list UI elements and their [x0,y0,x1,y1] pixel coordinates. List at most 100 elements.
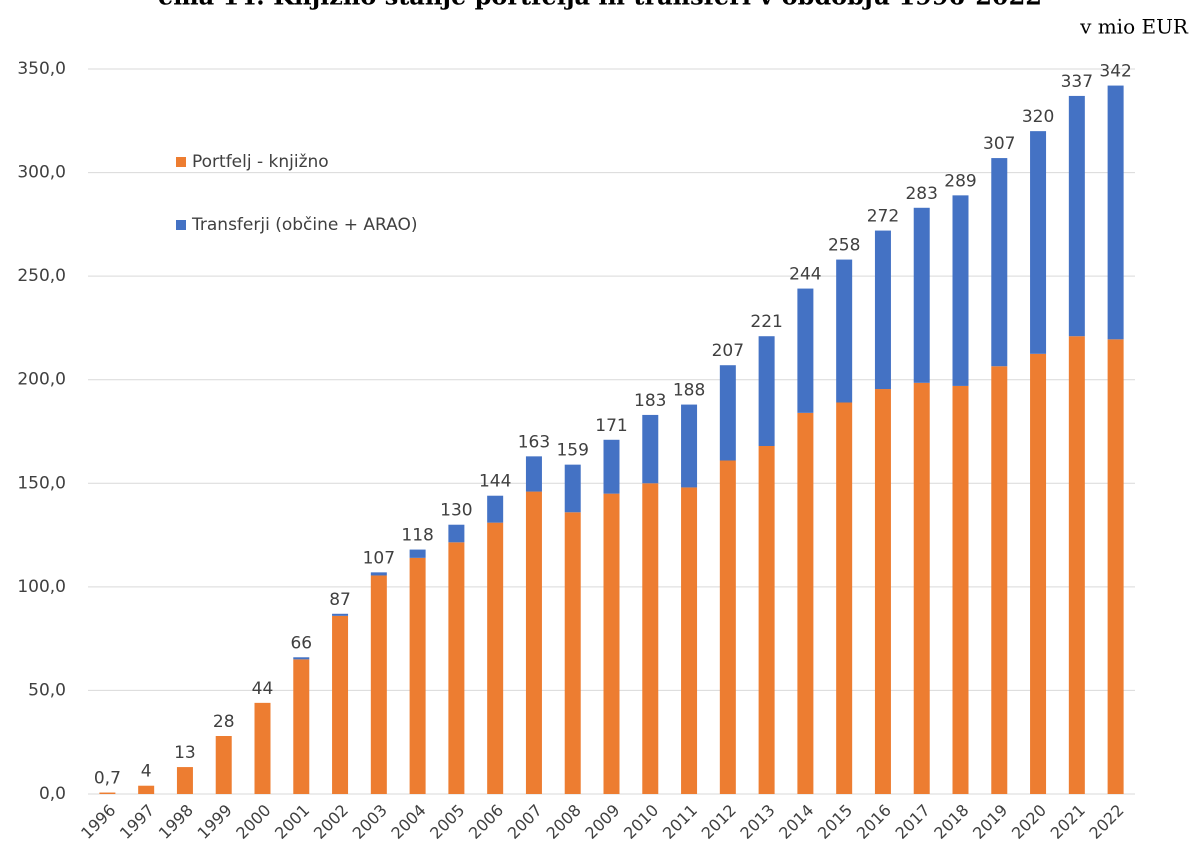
x-tick-label: 1998 [155,801,197,843]
total-label: 342 [1099,62,1131,82]
bar-segment [603,493,620,794]
y-tick-label: 0,0 [39,784,66,804]
bar-segment [874,389,891,794]
x-tick-label: 2012 [698,801,740,843]
bar-segment [991,366,1008,794]
bar-segment [525,491,542,794]
legend-swatch [176,220,186,230]
bar-segment [913,207,930,383]
bar-segment [913,382,930,794]
bar-segment [448,524,465,543]
bar-segment [952,195,969,386]
bar-segment [1030,131,1047,354]
bar-segment [409,549,426,558]
bar-segment [952,385,969,794]
total-label: 183 [634,391,666,411]
x-tick-label: 2002 [310,801,352,843]
x-tick-label: 2016 [853,801,895,843]
total-label: 171 [595,416,627,436]
y-tick-label: 350,0 [17,59,66,79]
bar-segment [642,414,659,484]
x-tick-label: 2011 [659,801,701,843]
y-tick-label: 200,0 [17,370,66,390]
x-tick-label: 1996 [77,801,119,843]
bar-segment [409,557,426,794]
total-label: 258 [828,236,860,256]
bar-segment [681,404,698,488]
bar-segment [603,439,620,494]
bar-segment [525,456,542,492]
x-tick-label: 2021 [1047,801,1089,843]
bar-segment [332,615,349,794]
bar-segment [991,158,1008,367]
total-label: 13 [174,743,196,763]
total-label: 207 [712,341,744,361]
x-tick-label: 2000 [232,801,274,843]
bar-segment [758,336,775,446]
x-tick-label: 2019 [969,801,1011,843]
total-label: 320 [1022,107,1054,127]
bar-segment [1068,336,1085,794]
bar-segment [99,792,116,794]
bar-segment [1030,353,1047,794]
x-tick-label: 2008 [543,801,585,843]
total-label: 244 [789,265,821,285]
x-tick-label: 2005 [426,801,468,843]
x-tick-label: 2007 [504,801,546,843]
bar-segment [254,702,271,794]
bar-segment [448,542,465,794]
total-label: 221 [750,312,782,332]
bar-segment [797,288,814,413]
bar-segment [176,767,193,794]
bar-segment [370,575,387,794]
y-tick-label: 250,0 [17,266,66,286]
total-label: 307 [983,134,1015,154]
bar-segment [681,487,698,794]
y-tick-label: 50,0 [28,680,66,700]
legend-label: Portfelj - knjižno [192,152,329,172]
total-label: 283 [905,184,937,204]
x-tick-label: 2015 [814,801,856,843]
x-tick-label: 1997 [116,801,158,843]
total-label: 289 [944,171,976,191]
total-label: 337 [1061,72,1093,92]
bar-segment [719,460,736,794]
bar-segment [564,512,581,794]
legend-swatch [176,157,186,167]
bar-segment [1107,85,1124,340]
bar-segment [215,736,232,794]
bar-segment [719,365,736,461]
bar-segment [836,259,853,403]
total-label: 107 [363,548,395,568]
total-label: 130 [440,501,472,521]
x-tick-label: 2022 [1085,801,1127,843]
y-tick-label: 100,0 [17,577,66,597]
total-label: 188 [673,381,705,401]
x-tick-label: 2004 [387,801,429,843]
total-label: 4 [141,762,152,782]
bar-segment [293,657,310,660]
x-tick-label: 2010 [620,801,662,843]
bar-segment [293,659,310,794]
total-label: 0,7 [94,769,121,789]
y-tick-label: 300,0 [17,163,66,183]
total-label: 28 [213,712,235,732]
bar-segment [1068,95,1085,337]
chart-title: ema 14: Knjižno stanje portfelja in tran… [158,0,1042,11]
x-tick-label: 2017 [892,801,934,843]
total-label: 87 [329,590,351,610]
unit-label: v mio EUR [1079,15,1189,39]
total-label: 159 [556,441,588,461]
total-label: 44 [252,679,274,699]
bar-segment [874,230,891,390]
bar-segment [564,464,581,513]
bar-segment [138,785,155,794]
bar-segment [487,495,504,523]
bar-segment [1107,339,1124,794]
x-tick-label: 2001 [271,801,313,843]
x-tick-label: 2006 [465,801,507,843]
bar-segment [797,412,814,794]
x-tick-label: 1999 [194,801,236,843]
bar-segment [758,446,775,794]
